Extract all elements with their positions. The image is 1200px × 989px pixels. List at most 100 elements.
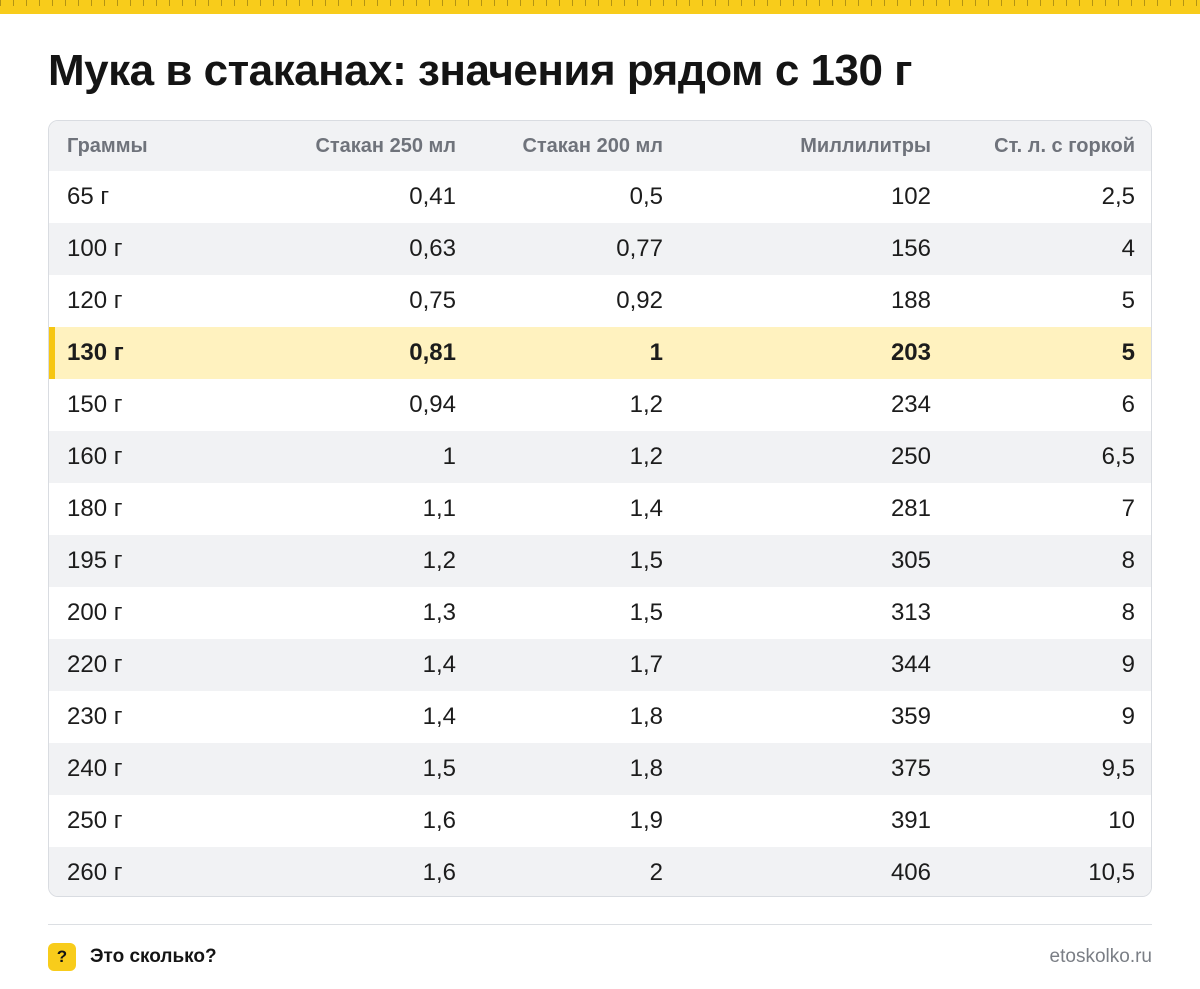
table-row: 65 г 0,41 0,5 102 2,5 — [49, 171, 1151, 223]
cell-cup-200: 1,5 — [629, 599, 663, 626]
cell-milliliters: 281 — [890, 495, 931, 522]
cell-grams: 150 г — [67, 391, 123, 418]
cell-cup-250: 0,63 — [409, 235, 456, 262]
cell-cup-250: 1,6 — [422, 807, 456, 834]
table-row: 195 г 1,2 1,5 305 8 — [49, 535, 1151, 587]
cell-cup-200: 1 — [649, 339, 663, 366]
cell-tablespoons: 9 — [1121, 703, 1135, 730]
cell-grams: 160 г — [67, 443, 123, 470]
question-mark-icon: ? — [48, 943, 76, 971]
cell-cup-200: 1,7 — [629, 651, 663, 678]
cell-cup-200: 2 — [649, 859, 663, 886]
brand-name: Это сколько? — [90, 946, 217, 967]
conversion-table: Граммы Стакан 250 мл Стакан 200 мл Милли… — [49, 121, 1151, 896]
cell-tablespoons: 8 — [1121, 599, 1135, 626]
cell-milliliters: 344 — [890, 651, 931, 678]
cell-milliliters: 188 — [890, 287, 931, 314]
cell-grams: 120 г — [67, 287, 123, 314]
cell-cup-200: 1,8 — [629, 703, 663, 730]
page-title: Мука в стаканах: значения рядом с 130 г — [48, 46, 912, 95]
cell-milliliters: 406 — [890, 859, 931, 886]
cell-tablespoons: 5 — [1121, 287, 1135, 314]
cell-cup-250: 1,4 — [422, 651, 456, 678]
cell-grams: 130 г — [49, 327, 249, 379]
cell-grams: 220 г — [67, 651, 123, 678]
cell-grams: 180 г — [67, 495, 123, 522]
table-row: 180 г 1,1 1,4 281 7 — [49, 483, 1151, 535]
cell-cup-200: 1,5 — [629, 547, 663, 574]
cell-milliliters: 313 — [890, 599, 931, 626]
cell-cup-250: 0,81 — [409, 339, 456, 366]
cell-tablespoons: 4 — [1121, 235, 1135, 262]
cell-milliliters: 391 — [890, 807, 931, 834]
conversion-table-card: Граммы Стакан 250 мл Стакан 200 мл Милли… — [48, 120, 1152, 897]
table-row: 250 г 1,6 1,9 391 10 — [49, 795, 1151, 847]
cell-milliliters: 234 — [890, 391, 931, 418]
cell-cup-200: 0,77 — [616, 235, 663, 262]
table-row: 100 г 0,63 0,77 156 4 — [49, 223, 1151, 275]
cell-grams: 240 г — [67, 755, 123, 782]
cell-tablespoons: 2,5 — [1101, 183, 1135, 210]
cell-grams: 260 г — [67, 859, 123, 886]
cell-cup-250: 0,94 — [409, 391, 456, 418]
cell-milliliters: 305 — [890, 547, 931, 574]
cell-grams: 200 г — [67, 599, 123, 626]
cell-cup-250: 0,41 — [409, 183, 456, 210]
cell-tablespoons: 10,5 — [1088, 859, 1135, 886]
cell-milliliters: 359 — [890, 703, 931, 730]
cell-grams: 65 г — [67, 183, 110, 210]
cell-tablespoons: 7 — [1121, 495, 1135, 522]
table-row: 240 г 1,5 1,8 375 9,5 — [49, 743, 1151, 795]
cell-milliliters: 203 — [890, 339, 931, 366]
table-row: 200 г 1,3 1,5 313 8 — [49, 587, 1151, 639]
cell-milliliters: 375 — [890, 755, 931, 782]
cell-milliliters: 156 — [890, 235, 931, 262]
cell-tablespoons: 10 — [1108, 807, 1135, 834]
cell-tablespoons: 9,5 — [1101, 755, 1135, 782]
cell-cup-250: 1,4 — [422, 703, 456, 730]
cell-cup-200: 1,2 — [629, 443, 663, 470]
cell-cup-250: 1,2 — [422, 547, 456, 574]
table-header-row: Граммы Стакан 250 мл Стакан 200 мл Милли… — [49, 121, 1151, 171]
header-grams: Граммы — [67, 134, 148, 157]
cell-grams: 230 г — [67, 703, 123, 730]
cell-cup-250: 1,6 — [422, 859, 456, 886]
cell-cup-200: 0,5 — [629, 183, 663, 210]
header-milliliters: Миллилитры — [800, 134, 931, 157]
cell-cup-200: 1,9 — [629, 807, 663, 834]
cell-cup-250: 1,1 — [422, 495, 456, 522]
table-row: 120 г 0,75 0,92 188 5 — [49, 275, 1151, 327]
ruler-strip — [0, 0, 1200, 14]
cell-tablespoons: 6,5 — [1101, 443, 1135, 470]
cell-milliliters: 102 — [890, 183, 931, 210]
cell-grams: 195 г — [67, 547, 123, 574]
site-url: etoskolko.ru — [1049, 946, 1152, 967]
cell-cup-200: 1,2 — [629, 391, 663, 418]
cell-grams: 250 г — [67, 807, 123, 834]
footer-divider — [48, 924, 1152, 925]
cell-cup-200: 1,8 — [629, 755, 663, 782]
footer-brand: ? Это сколько? — [48, 942, 217, 972]
table-row: 260 г 1,6 2 406 10,5 — [49, 847, 1151, 896]
cell-cup-250: 1,5 — [422, 755, 456, 782]
cell-grams: 100 г — [67, 235, 123, 262]
cell-cup-200: 1,4 — [629, 495, 663, 522]
cell-milliliters: 250 — [890, 443, 931, 470]
table-row-highlighted: 130 г 0,81 1 203 5 — [49, 327, 1151, 379]
table-row: 160 г 1 1,2 250 6,5 — [49, 431, 1151, 483]
cell-tablespoons: 8 — [1121, 547, 1135, 574]
cell-tablespoons: 9 — [1121, 651, 1135, 678]
table-row: 220 г 1,4 1,7 344 9 — [49, 639, 1151, 691]
cell-cup-250: 1 — [442, 443, 456, 470]
cell-cup-200: 0,92 — [616, 287, 663, 314]
cell-cup-250: 1,3 — [422, 599, 456, 626]
cell-cup-250: 0,75 — [409, 287, 456, 314]
table-row: 230 г 1,4 1,8 359 9 — [49, 691, 1151, 743]
cell-tablespoons: 6 — [1121, 391, 1135, 418]
table-row: 150 г 0,94 1,2 234 6 — [49, 379, 1151, 431]
header-cup-200: Стакан 200 мл — [522, 134, 663, 157]
cell-tablespoons: 5 — [1121, 339, 1135, 366]
header-cup-250: Стакан 250 мл — [315, 134, 456, 157]
header-tablespoons: Ст. л. с горкой — [994, 134, 1135, 157]
